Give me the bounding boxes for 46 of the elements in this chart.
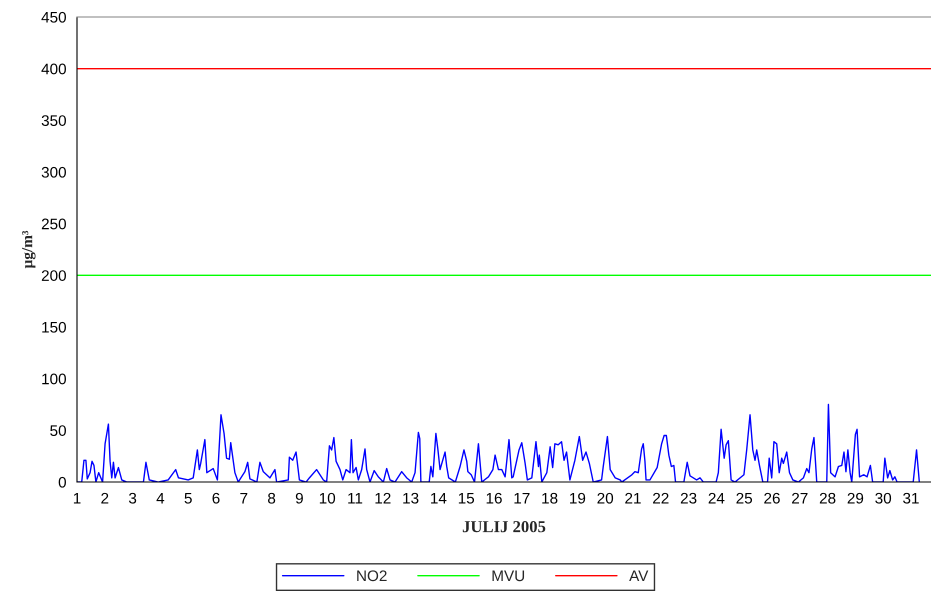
legend-label: NO2	[357, 570, 387, 582]
x-tick-label: 13	[403, 492, 418, 504]
x-tick-label: 20	[597, 492, 614, 504]
y-tick-label: 450	[41, 12, 66, 23]
x-tick-label: 30	[875, 492, 892, 504]
y-tick-label: 250	[42, 218, 66, 230]
x-tick-label: 14	[431, 492, 446, 504]
x-tick-label: 18	[542, 492, 558, 504]
y-tick-label: 400	[41, 64, 66, 74]
x-tick-label: 28	[820, 492, 836, 504]
x-tick-label: 16	[486, 492, 502, 504]
y-tick-label: 300	[42, 166, 66, 178]
y-tick-label: 0	[58, 476, 66, 488]
y-axis-title: µg/m³	[22, 230, 36, 268]
x-tick-label: 10	[320, 492, 336, 504]
y-tick-label: 150	[42, 322, 66, 333]
x-tick-label: 31	[903, 492, 919, 504]
x-tick-label: 5	[184, 492, 192, 504]
x-tick-label: 29	[848, 492, 864, 504]
y-tick-label: 100	[42, 374, 66, 384]
x-tick-label: 26	[764, 492, 780, 504]
x-tick-label: 21	[625, 492, 641, 504]
x-tick-label: 2	[101, 492, 108, 504]
x-tick-label: 9	[296, 492, 303, 504]
x-tick-label: 25	[736, 492, 752, 504]
x-tick-label: 23	[680, 492, 696, 504]
x-tick-label: 24	[708, 492, 724, 504]
y-tick-label: 350	[42, 115, 66, 126]
x-axis-title: JULIJ 2005	[462, 521, 546, 532]
legend-label: AV	[629, 570, 648, 582]
x-tick-label: 7	[240, 492, 248, 504]
x-tick-label: 1	[74, 492, 81, 504]
y-tick-label: 200	[42, 270, 66, 282]
x-tick-label: 17	[514, 492, 530, 504]
x-tick-label: 12	[375, 492, 391, 504]
x-tick-label: 11	[348, 492, 362, 504]
x-tick-label: 4	[156, 492, 164, 504]
y-tick-label: 50	[50, 425, 66, 436]
x-tick-label: 19	[570, 492, 586, 504]
x-tick-label: 8	[268, 492, 276, 504]
x-tick-label: 22	[653, 492, 669, 504]
x-tick-label: 27	[792, 492, 808, 504]
legend-label: MVU	[492, 570, 524, 582]
x-tick-label: 6	[212, 492, 220, 504]
x-tick-label: 15	[458, 492, 474, 504]
x-tick-label: 3	[128, 492, 136, 504]
